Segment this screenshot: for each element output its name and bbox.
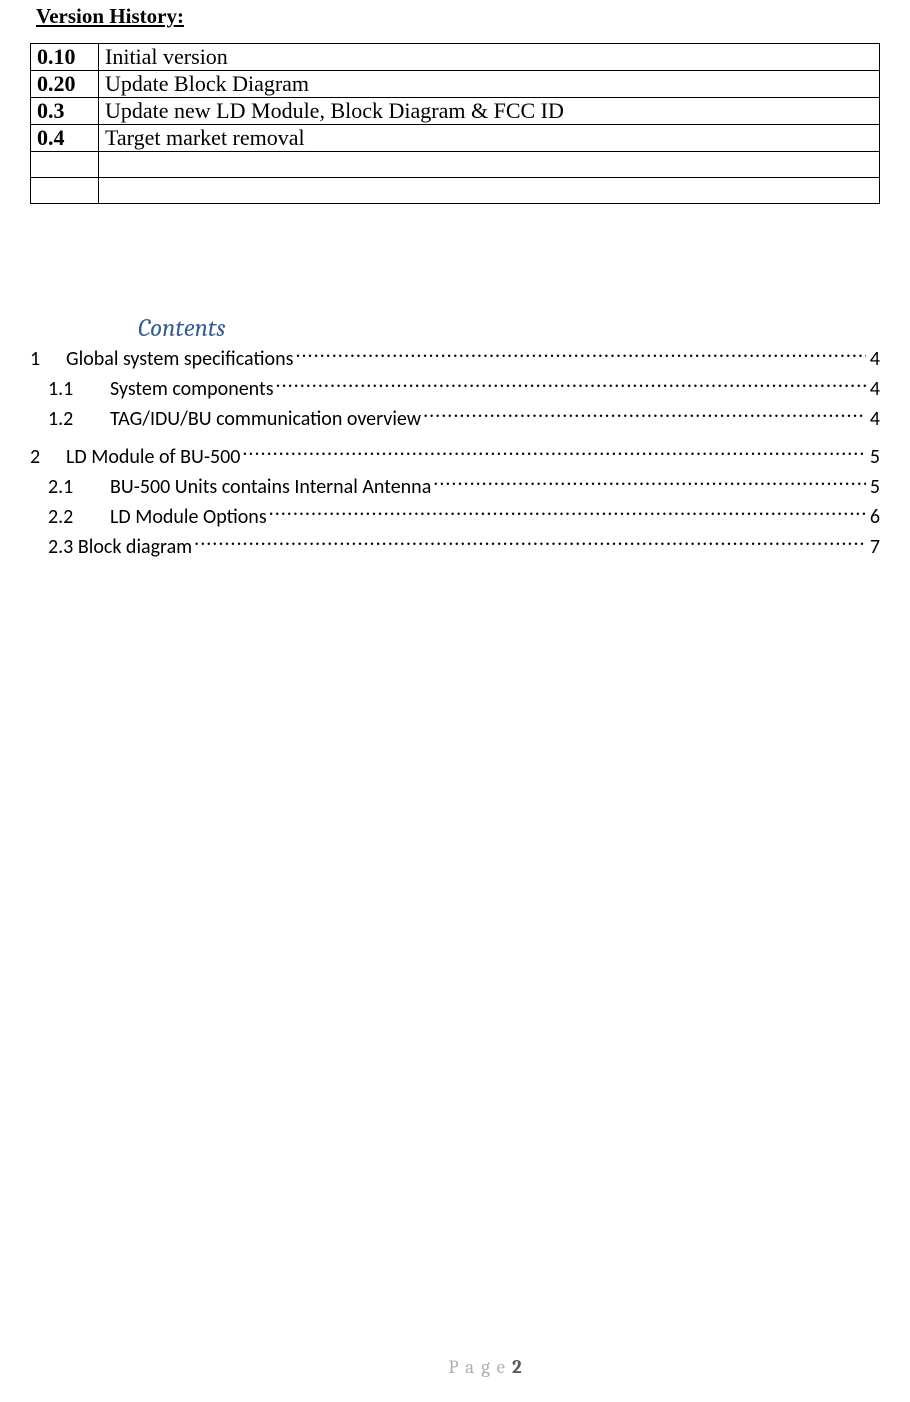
table-row: 0.3 Update new LD Module, Block Diagram … <box>31 98 880 125</box>
version-history-heading: Version History: <box>36 4 880 29</box>
toc-number: 1.2 <box>48 406 110 433</box>
desc-cell: Target market removal <box>99 125 880 152</box>
toc-title: BU-500 Units contains Internal Antenna <box>110 474 431 501</box>
toc-number: 1.1 <box>48 376 110 403</box>
toc-page: 7 <box>868 534 880 561</box>
table-row: 0.4 Target market removal <box>31 125 880 152</box>
page-footer: Page2 <box>30 1356 910 1378</box>
toc-leader <box>269 503 866 523</box>
table-row: 0.10 Initial version <box>31 44 880 71</box>
version-cell: 0.4 <box>31 125 99 152</box>
desc-cell <box>99 178 880 204</box>
footer-page-number: 2 <box>512 1356 522 1378</box>
table-row: 0.20 Update Block Diagram <box>31 71 880 98</box>
toc-entry: 1.2 TAG/IDU/BU communication overview 4 <box>30 405 880 433</box>
toc-title: LD Module Options <box>110 504 267 531</box>
toc-page: 6 <box>868 504 880 531</box>
toc-leader <box>276 375 866 395</box>
toc-title: System components <box>110 376 274 403</box>
version-cell: 0.20 <box>31 71 99 98</box>
toc-page: 5 <box>868 474 880 501</box>
toc-leader <box>423 405 866 425</box>
version-cell <box>31 178 99 204</box>
footer-label: Page <box>448 1356 512 1378</box>
table-row <box>31 152 880 178</box>
toc-page: 4 <box>868 346 880 373</box>
toc-number: 1 <box>30 346 66 373</box>
contents-heading: Contents <box>138 314 880 343</box>
desc-cell: Initial version <box>99 44 880 71</box>
toc-entry: 1 Global system specifications 4 <box>30 345 880 373</box>
version-history-table: 0.10 Initial version 0.20 Update Block D… <box>30 43 880 204</box>
table-of-contents: 1 Global system specifications 4 1.1 Sys… <box>30 345 880 561</box>
toc-entry: 1.1 System components 4 <box>30 375 880 403</box>
toc-title: TAG/IDU/BU communication overview <box>110 406 421 433</box>
toc-page: 5 <box>868 444 880 471</box>
toc-number: 2.1 <box>48 474 110 501</box>
table-row <box>31 178 880 204</box>
toc-leader <box>242 443 865 463</box>
toc-leader <box>433 473 866 493</box>
toc-entry: 2.3 Block diagram 7 <box>30 533 880 561</box>
toc-leader <box>194 533 866 553</box>
toc-entry: 2.2 LD Module Options 6 <box>30 503 880 531</box>
toc-page: 4 <box>868 376 880 403</box>
version-cell: 0.3 <box>31 98 99 125</box>
toc-title: LD Module of BU-500 <box>66 444 240 471</box>
version-cell: 0.10 <box>31 44 99 71</box>
desc-cell <box>99 152 880 178</box>
desc-cell: Update new LD Module, Block Diagram & FC… <box>99 98 880 125</box>
toc-page: 4 <box>868 406 880 433</box>
desc-cell: Update Block Diagram <box>99 71 880 98</box>
toc-number: 2 <box>30 444 66 471</box>
version-cell <box>31 152 99 178</box>
toc-entry: 2.1 BU-500 Units contains Internal Anten… <box>30 473 880 501</box>
toc-title: Global system specifications <box>66 346 293 373</box>
toc-title: 2.3 Block diagram <box>48 534 192 561</box>
toc-number: 2.2 <box>48 504 110 531</box>
toc-leader <box>295 345 865 365</box>
toc-entry: 2 LD Module of BU-500 5 <box>30 443 880 471</box>
